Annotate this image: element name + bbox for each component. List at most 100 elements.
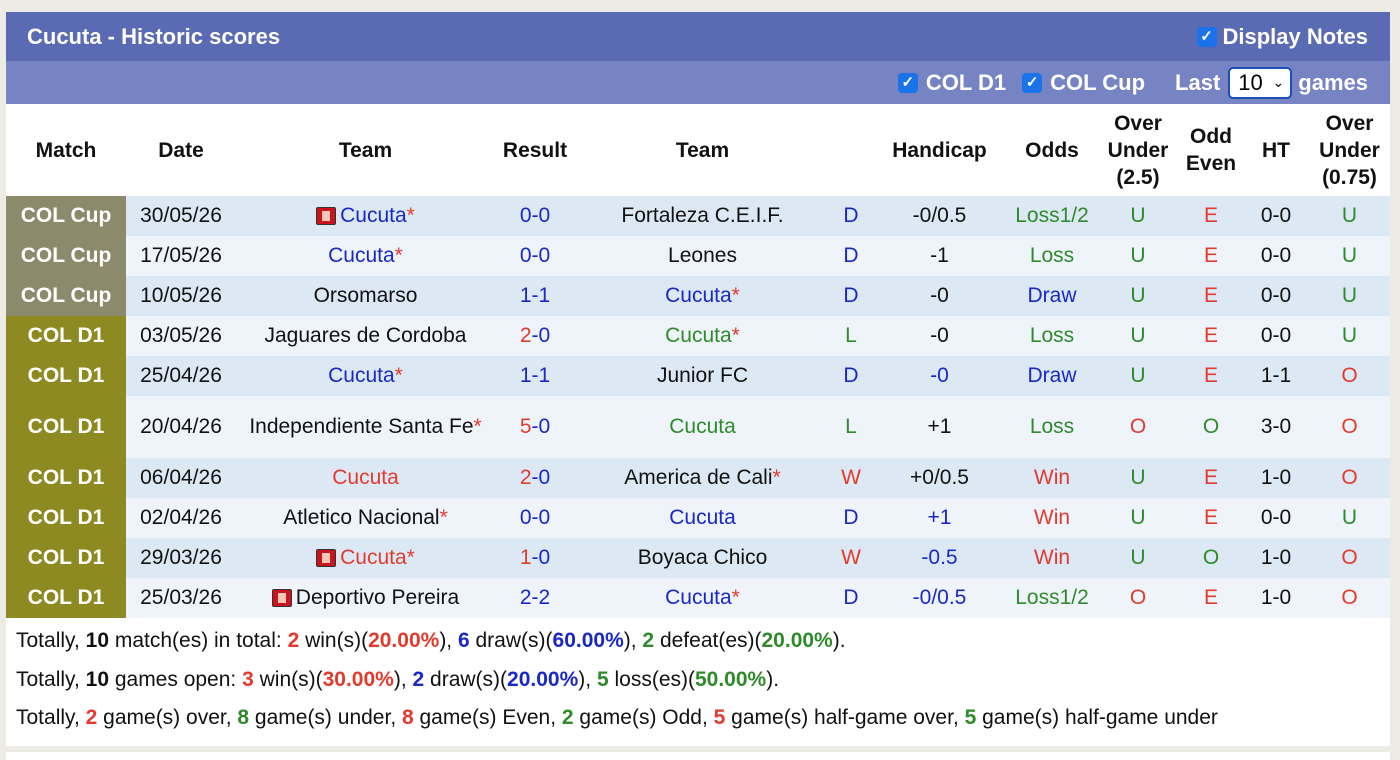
result-cell[interactable]: 1-1	[495, 276, 575, 316]
away-team-name[interactable]: Junior FC	[656, 364, 749, 387]
away-team-name[interactable]: America de Cali	[624, 466, 773, 489]
summary-text: ).	[766, 667, 780, 691]
away-team-cell[interactable]: Cucuta	[575, 498, 830, 538]
summary-value: 3	[242, 667, 254, 691]
totals-summary: Totally, 10 match(es) in total: 2 win(s)…	[6, 618, 1390, 746]
result-cell[interactable]: 1-0	[495, 538, 575, 578]
handicap-cell: -1	[872, 236, 1007, 276]
league-cell[interactable]: COL D1	[6, 356, 126, 396]
summary-value: 50.00%	[694, 667, 767, 691]
home-team-cell[interactable]: Cucuta*	[236, 236, 495, 276]
away-team-name[interactable]: Fortaleza C.E.I.F.	[621, 204, 784, 227]
outcome-cell: L	[830, 396, 872, 458]
games-count-select[interactable]: 10 ⌄	[1228, 66, 1293, 99]
col-over-under-25: Over Under (2.5)	[1097, 104, 1179, 196]
away-team-cell[interactable]: Cucuta*	[575, 316, 830, 356]
summary-value: 8	[401, 706, 414, 729]
away-team-cell[interactable]: Leones	[575, 236, 830, 276]
result-cell[interactable]: 2-2	[495, 578, 575, 618]
home-team-cell[interactable]: Cucuta*	[236, 196, 495, 236]
result-cell[interactable]: 1-1	[495, 356, 575, 396]
home-team-cell[interactable]: Cucuta*	[236, 538, 495, 578]
home-team-name[interactable]: Atletico Nacional	[283, 506, 440, 529]
away-team-cell[interactable]: Fortaleza C.E.I.F.	[575, 196, 830, 236]
home-team-cell[interactable]: Jaguares de Cordoba	[236, 316, 495, 356]
league-cell[interactable]: COL D1	[6, 316, 126, 356]
away-team-cell[interactable]: Cucuta	[575, 396, 830, 458]
away-team-name[interactable]: Cucuta	[665, 586, 732, 609]
away-team-name[interactable]: Boyaca Chico	[637, 546, 768, 569]
outcome-cell: D	[830, 498, 872, 538]
summary-text: games open:	[109, 667, 243, 691]
away-team-cell[interactable]: America de Cali*	[575, 458, 830, 498]
league-cell[interactable]: COL D1	[6, 578, 126, 618]
col-cup-checkbox[interactable]: ✓	[1022, 72, 1043, 93]
home-team-cell[interactable]: Cucuta	[236, 458, 495, 498]
result-cell[interactable]: 5-0	[495, 396, 575, 458]
result-cell[interactable]: 2-0	[495, 458, 575, 498]
away-team-cell[interactable]: Boyaca Chico	[575, 538, 830, 578]
league-cell[interactable]: COL D1	[6, 396, 126, 458]
filter-col-d1[interactable]: ✓ COL D1	[897, 70, 1006, 96]
home-team-name[interactable]: Orsomarso	[313, 284, 418, 307]
league-cell[interactable]: COL Cup	[6, 236, 126, 276]
away-team-name[interactable]: Cucuta	[665, 324, 732, 347]
date-cell: 06/04/26	[126, 458, 236, 498]
away-team-cell[interactable]: Cucuta*	[575, 578, 830, 618]
home-team-name[interactable]: Jaguares de Cordoba	[264, 324, 467, 347]
outcome-cell: D	[830, 578, 872, 618]
result-cell[interactable]: 2-0	[495, 316, 575, 356]
away-team-cell[interactable]: Cucuta*	[575, 276, 830, 316]
home-team-cell[interactable]: Atletico Nacional*	[236, 498, 495, 538]
league-cell[interactable]: COL D1	[6, 538, 126, 578]
home-team-name[interactable]: Cucuta	[328, 364, 395, 387]
home-team-name[interactable]: Cucuta	[340, 546, 407, 569]
odds-cell: Loss	[1007, 316, 1097, 356]
away-score: 1	[538, 284, 551, 307]
summary-text: draw(s)(	[469, 629, 553, 652]
result-cell[interactable]: 0-0	[495, 236, 575, 276]
home-team-name[interactable]: Cucuta	[328, 244, 395, 267]
summary-text: defeat(es)(	[654, 629, 762, 652]
home-team-cell[interactable]: Cucuta*	[236, 356, 495, 396]
score-separator: -	[531, 466, 539, 489]
score-separator: -	[531, 586, 539, 609]
date-cell: 17/05/26	[126, 236, 236, 276]
date-cell: 03/05/26	[126, 316, 236, 356]
summary-line: Totally, 10 games open: 3 win(s)(30.00%)…	[16, 661, 1390, 700]
home-team-name[interactable]: Deportivo Pereira	[295, 586, 460, 609]
summary-text: Totally,	[16, 667, 86, 691]
league-cell[interactable]: COL Cup	[6, 196, 126, 236]
league-cell[interactable]: COL D1	[6, 498, 126, 538]
result-cell[interactable]: 0-0	[495, 196, 575, 236]
home-team-name[interactable]: Independiente Santa Fe	[249, 415, 474, 438]
col-d1-checkbox[interactable]: ✓	[897, 72, 918, 93]
handicap-cell: -0	[872, 356, 1007, 396]
home-team-cell[interactable]: Deportivo Pereira	[236, 578, 495, 618]
league-cell[interactable]: COL D1	[6, 458, 126, 498]
summary-text: ),	[623, 629, 643, 652]
display-notes-toggle[interactable]: ✓ Display Notes	[1196, 24, 1368, 50]
col-match: Match	[6, 104, 126, 196]
away-team-name[interactable]: Cucuta	[669, 506, 736, 529]
away-team-name[interactable]: Cucuta	[665, 284, 732, 307]
home-score: 1	[519, 546, 532, 569]
home-team-name[interactable]: Cucuta	[332, 466, 399, 489]
summary-text: Totally,	[16, 706, 86, 729]
over-under-cell: U	[1097, 196, 1179, 236]
display-notes-checkbox[interactable]: ✓	[1196, 26, 1217, 47]
summary-value: 10	[85, 629, 109, 652]
home-team-cell[interactable]: Orsomarso	[236, 276, 495, 316]
away-team-cell[interactable]: Junior FC	[575, 356, 830, 396]
summary-text: draw(s)(	[424, 667, 508, 691]
home-team-cell[interactable]: Independiente Santa Fe*	[236, 396, 495, 458]
home-star: *	[394, 244, 403, 267]
away-team-name[interactable]: Leones	[668, 244, 737, 267]
home-team-name[interactable]: Cucuta	[340, 204, 407, 227]
league-cell[interactable]: COL Cup	[6, 276, 126, 316]
result-cell[interactable]: 0-0	[495, 498, 575, 538]
summary-value: 8	[237, 706, 250, 729]
over-under-075-cell: O	[1309, 458, 1390, 498]
away-team-name[interactable]: Cucuta	[669, 415, 736, 438]
filter-col-cup[interactable]: ✓ COL Cup	[1022, 70, 1145, 96]
